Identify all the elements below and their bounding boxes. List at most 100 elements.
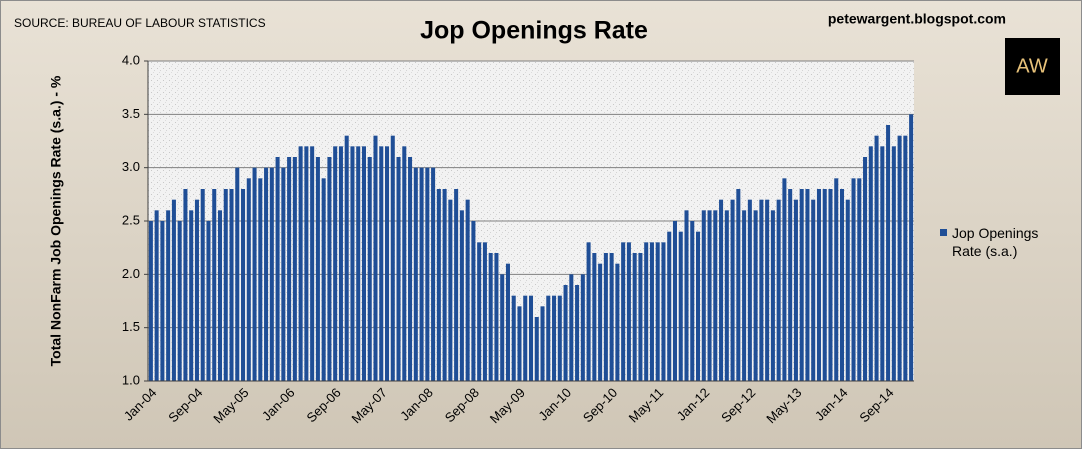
bar xyxy=(638,253,643,381)
bar xyxy=(471,221,476,381)
bar xyxy=(845,199,850,381)
bar xyxy=(857,178,862,381)
bar xyxy=(603,253,608,381)
bar xyxy=(655,242,660,381)
bar xyxy=(229,189,234,381)
y-tick-label: 1.0 xyxy=(122,372,140,387)
bar xyxy=(592,253,597,381)
bar xyxy=(759,199,764,381)
bar xyxy=(793,199,798,381)
bar xyxy=(701,210,706,381)
bar xyxy=(742,210,747,381)
bar xyxy=(459,210,464,381)
bar xyxy=(148,221,153,381)
bar xyxy=(891,146,896,381)
bar xyxy=(765,199,770,381)
bar xyxy=(552,295,557,381)
bar xyxy=(367,157,372,381)
bar xyxy=(799,189,804,381)
bar xyxy=(851,178,856,381)
bar xyxy=(373,135,378,381)
bar xyxy=(805,189,810,381)
bar xyxy=(379,146,384,381)
bar xyxy=(327,157,332,381)
bar xyxy=(834,178,839,381)
bar xyxy=(615,263,620,381)
bar xyxy=(241,189,246,381)
bar xyxy=(505,263,510,381)
bar xyxy=(730,199,735,381)
bar xyxy=(540,306,545,381)
bar xyxy=(350,146,355,381)
bar xyxy=(166,210,171,381)
bar xyxy=(212,189,217,381)
bar xyxy=(661,242,666,381)
bar xyxy=(563,285,568,381)
bar xyxy=(880,146,885,381)
y-tick-label: 2.0 xyxy=(122,266,140,281)
bar xyxy=(747,199,752,381)
bar xyxy=(684,210,689,381)
bar xyxy=(292,157,297,381)
bar xyxy=(154,210,159,381)
bar xyxy=(183,189,188,381)
y-tick-label: 2.5 xyxy=(122,212,140,227)
bar xyxy=(390,135,395,381)
bar xyxy=(500,274,505,381)
bar xyxy=(177,221,182,381)
bar xyxy=(223,189,228,381)
bar xyxy=(431,167,436,381)
bar xyxy=(575,285,580,381)
bar xyxy=(782,178,787,381)
bar xyxy=(776,199,781,381)
source: SOURCE: BUREAU OF LABOUR STATISTICS xyxy=(14,16,266,30)
bar xyxy=(189,210,194,381)
bar xyxy=(344,135,349,381)
bar xyxy=(621,242,626,381)
bar xyxy=(724,210,729,381)
bar xyxy=(396,157,401,381)
bar xyxy=(160,221,165,381)
bar xyxy=(356,146,361,381)
legend-swatch xyxy=(940,229,947,236)
y-tick-label: 1.5 xyxy=(122,319,140,334)
bar xyxy=(736,189,741,381)
bar xyxy=(868,146,873,381)
bar xyxy=(667,231,672,381)
bar xyxy=(828,189,833,381)
bar xyxy=(304,146,309,381)
bar xyxy=(598,263,603,381)
bar xyxy=(194,199,199,381)
bar xyxy=(632,253,637,381)
bar xyxy=(454,189,459,381)
bar xyxy=(528,295,534,381)
bar xyxy=(488,253,493,381)
bar xyxy=(206,221,211,381)
bar xyxy=(425,167,430,381)
bar xyxy=(903,135,908,381)
bar xyxy=(338,146,343,381)
bar xyxy=(788,189,793,381)
logo-box xyxy=(1005,38,1060,95)
bar xyxy=(465,199,470,381)
bar xyxy=(264,167,269,381)
bar xyxy=(770,210,775,381)
bar xyxy=(886,125,891,381)
bar xyxy=(897,135,902,381)
site: petewargent.blogspot.com xyxy=(828,11,1006,27)
bar xyxy=(511,295,516,381)
bar xyxy=(557,295,562,381)
bar xyxy=(719,199,724,381)
bar xyxy=(384,146,390,381)
bar xyxy=(569,274,574,381)
bar xyxy=(534,317,539,381)
bar xyxy=(442,189,447,381)
bar xyxy=(413,167,418,381)
bar xyxy=(678,231,683,381)
bar xyxy=(482,242,487,381)
bar xyxy=(523,295,528,381)
bar xyxy=(361,146,366,381)
y-tick-label: 3.0 xyxy=(122,159,140,174)
